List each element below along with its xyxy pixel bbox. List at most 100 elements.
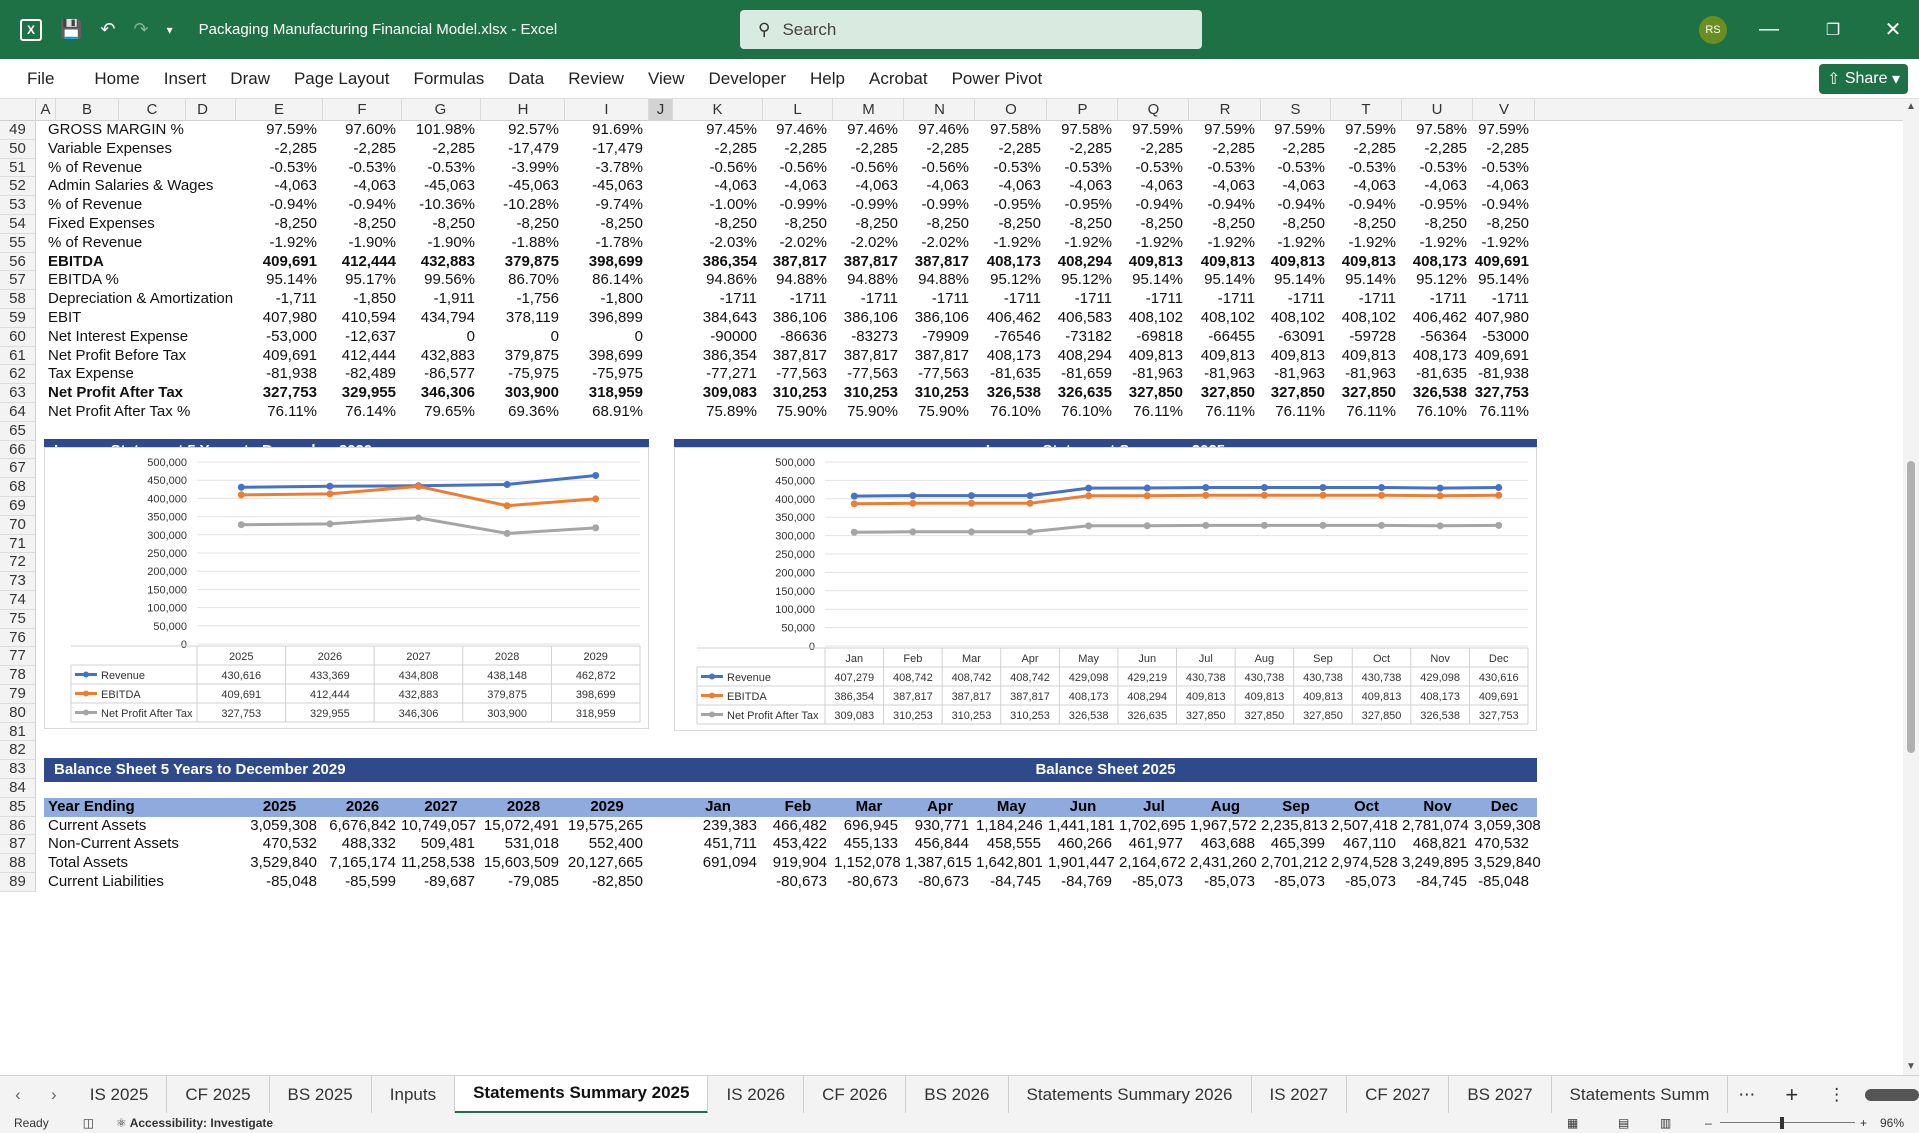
column-header[interactable]: V xyxy=(1474,99,1535,121)
cell-value[interactable]: 95.14% xyxy=(1274,271,1325,289)
cell-value[interactable]: 387,817 xyxy=(843,252,898,270)
data-point[interactable] xyxy=(1436,522,1444,530)
cell-value[interactable]: 409,691 xyxy=(262,346,317,364)
cell-value[interactable]: 412,444 xyxy=(341,346,396,364)
cell-value[interactable]: 94.86% xyxy=(706,271,757,289)
cell-value[interactable]: -1.90% xyxy=(348,233,396,251)
data-point[interactable] xyxy=(1085,484,1093,492)
cell-value[interactable]: 239,383 xyxy=(702,816,757,834)
cell-value[interactable]: -4,063 xyxy=(998,177,1041,195)
cell-value[interactable]: -81,963 xyxy=(1274,365,1325,383)
cell-value[interactable]: 97.59% xyxy=(1478,121,1529,138)
sheet-tab[interactable]: Statements Summary 2026 xyxy=(1009,1075,1252,1114)
cell-value[interactable]: -2,285 xyxy=(998,139,1041,157)
share-button[interactable]: ⇧ Share ▾ xyxy=(1819,64,1908,94)
cell-value[interactable]: -3.78% xyxy=(595,158,643,176)
cell-value[interactable]: 327,850 xyxy=(1270,384,1325,402)
cell-value[interactable]: -59728 xyxy=(1349,327,1396,345)
cell-value[interactable]: -77,563 xyxy=(918,365,969,383)
scroll-down-icon[interactable]: ▼ xyxy=(1906,1061,1916,1072)
data-point[interactable] xyxy=(850,492,858,500)
sheet-tab[interactable]: BS 2027 xyxy=(1449,1075,1552,1114)
cell-value[interactable]: -0.53% xyxy=(427,158,475,176)
data-point[interactable] xyxy=(1260,491,1268,499)
cell-value[interactable]: 3,059,308 xyxy=(250,816,317,834)
cell-value[interactable]: -4,063 xyxy=(1069,177,1112,195)
row-header[interactable]: 56 xyxy=(0,252,36,272)
row-header[interactable]: 83 xyxy=(0,760,36,779)
cell-value[interactable]: -8,250 xyxy=(600,215,643,232)
cell-value[interactable]: 327,753 xyxy=(262,384,317,402)
page-layout-icon[interactable]: ▤ xyxy=(1618,1116,1630,1130)
cell-value[interactable]: -0.53% xyxy=(1277,158,1325,176)
column-header[interactable]: D xyxy=(170,99,236,121)
accessibility-status[interactable]: ⚛ Accessibility: Investigate xyxy=(116,1116,274,1130)
avatar[interactable]: RS xyxy=(1699,16,1727,44)
row-header[interactable]: 52 xyxy=(0,177,36,197)
menu-view[interactable]: View xyxy=(647,68,685,88)
cell-value[interactable]: 409,813 xyxy=(1341,252,1396,270)
cell-value[interactable]: -76546 xyxy=(994,327,1041,345)
cell-value[interactable]: -1711 xyxy=(789,290,827,308)
cell-value[interactable]: 15,072,491 xyxy=(483,816,559,834)
cell-value[interactable]: -2,285 xyxy=(855,139,898,157)
cell-value[interactable]: 451,711 xyxy=(703,835,757,853)
data-point[interactable] xyxy=(909,499,917,507)
cell-value[interactable]: 408,294 xyxy=(1057,346,1112,364)
data-point[interactable] xyxy=(1378,483,1386,491)
cell-value[interactable]: 432,883 xyxy=(420,252,475,270)
cell-value[interactable]: 97.60% xyxy=(345,121,396,138)
column-header[interactable]: C xyxy=(119,99,186,121)
data-point[interactable] xyxy=(1436,484,1444,492)
cell-value[interactable]: -80,673 xyxy=(918,873,969,890)
cell-value[interactable]: 327,850 xyxy=(1128,384,1183,402)
cell-value[interactable]: 75.90% xyxy=(918,403,969,420)
cell-value[interactable]: 79.65% xyxy=(424,403,475,420)
cell-value[interactable]: 95.12% xyxy=(990,271,1041,289)
cell-value[interactable]: -45,063 xyxy=(424,177,475,195)
cell-value[interactable]: 408,173 xyxy=(1412,252,1467,270)
cell-value[interactable]: 379,875 xyxy=(504,346,559,364)
cell-value[interactable]: 326,538 xyxy=(1412,384,1467,402)
cell-value[interactable]: -89,687 xyxy=(424,873,475,890)
row-header[interactable]: 71 xyxy=(0,534,36,554)
cell-value[interactable]: 97.45% xyxy=(706,121,757,138)
vertical-scrollbar[interactable]: ▲ ▼ xyxy=(1903,99,1919,1075)
cell-value[interactable]: -45,063 xyxy=(508,177,559,195)
cell-value[interactable]: 76.10% xyxy=(1416,403,1467,420)
cell-value[interactable]: -0.56% xyxy=(850,158,898,176)
cell-value[interactable]: 2,164,672 xyxy=(1119,854,1186,872)
cell-value[interactable]: -84,745 xyxy=(1416,873,1467,890)
cell-value[interactable]: -1711 xyxy=(1003,290,1041,308)
cell-value[interactable]: 412,444 xyxy=(341,252,396,270)
cell-value[interactable]: 346,306 xyxy=(420,384,475,402)
cell-value[interactable]: 552,400 xyxy=(588,835,643,853)
cell-value[interactable]: -1711 xyxy=(1145,290,1183,308)
data-point[interactable] xyxy=(850,500,858,508)
cell-value[interactable]: 3,529,840 xyxy=(1474,854,1541,872)
cell-value[interactable]: -8,250 xyxy=(926,215,969,232)
cell-value[interactable]: -1711 xyxy=(860,290,898,308)
data-point[interactable] xyxy=(326,490,334,498)
cell-value[interactable]: 408,102 xyxy=(1270,309,1325,326)
cell-value[interactable]: 919,904 xyxy=(772,854,827,872)
data-point[interactable] xyxy=(1085,492,1093,500)
cell-value[interactable]: -81,963 xyxy=(1345,365,1396,383)
cell-value[interactable]: 409,813 xyxy=(1200,346,1255,364)
cell-value[interactable]: -3.99% xyxy=(511,158,559,176)
cell-value[interactable]: 95.14% xyxy=(1132,271,1183,289)
cell-value[interactable]: 0 xyxy=(634,327,643,345)
cell-value[interactable]: 409,813 xyxy=(1128,346,1183,364)
column-header[interactable]: M xyxy=(834,99,904,121)
cell-value[interactable]: -8,250 xyxy=(353,215,396,232)
menu-help[interactable]: Help xyxy=(810,68,845,88)
cell-value[interactable]: -85,599 xyxy=(345,873,396,890)
sheet-tab[interactable]: IS 2025 xyxy=(72,1075,168,1114)
cell-value[interactable]: -4,063 xyxy=(1140,177,1183,195)
row-header[interactable]: 62 xyxy=(0,365,36,385)
cell-value[interactable]: -81,963 xyxy=(1204,365,1255,383)
row-header[interactable]: 51 xyxy=(0,158,36,178)
cell-value[interactable]: 97.59% xyxy=(1204,121,1255,138)
cell-value[interactable]: 97.46% xyxy=(918,121,969,138)
cell-value[interactable]: 101.98% xyxy=(415,121,475,138)
